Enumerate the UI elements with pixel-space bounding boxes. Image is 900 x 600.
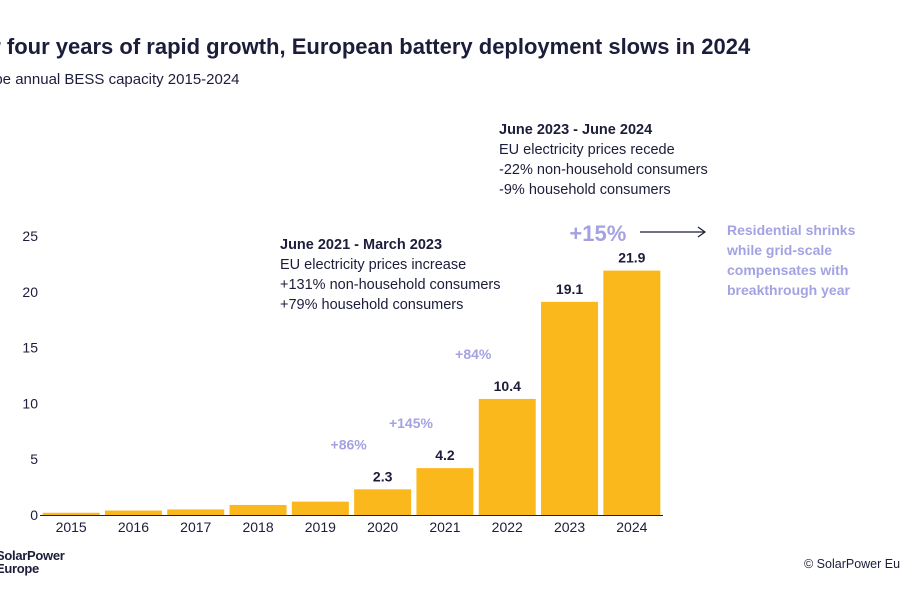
annotation-2023-2024-line: -9% household consumers: [499, 182, 671, 198]
x-tick-label: 2021: [429, 519, 460, 535]
bar: [291, 501, 349, 515]
copyright-notice: © SolarPower Eu: [804, 557, 900, 571]
annotation-2023-2024: June 2023 - June 2024 EU electricity pri…: [499, 120, 708, 200]
x-tick-label: 2023: [554, 519, 585, 535]
data-label: 2.3: [373, 468, 393, 484]
chart-subtitle: ope annual BESS capacity 2015-2024: [0, 71, 240, 88]
bar: [167, 509, 225, 515]
bar: [42, 512, 100, 515]
bar: [478, 398, 536, 515]
annotation-2021-2023-line: +79% household consumers: [280, 297, 464, 313]
logo-line: SolarPower: [0, 548, 65, 563]
residential-side-note: Residential shrinks while grid-scale com…: [727, 222, 856, 298]
arrow-head-icon: [697, 226, 707, 238]
annotation-2021-2023: June 2021 - March 2023 EU electricity pr…: [280, 235, 500, 315]
x-tick-label: 2017: [180, 519, 211, 535]
x-tick-label: 2018: [242, 519, 273, 535]
growth-label: +86%: [331, 436, 368, 452]
bar: [416, 468, 474, 515]
y-tick-label: 0: [30, 507, 38, 523]
y-tick-label: 5: [30, 451, 38, 467]
annotation-2021-2023-heading: June 2021 - March 2023: [280, 237, 443, 253]
annotation-2021-2023-line: EU electricity prices increase: [280, 257, 467, 273]
annotation-2023-2024-line: -22% non-household consumers: [499, 162, 708, 178]
x-tick-label: 2024: [616, 519, 647, 535]
y-tick-label: 25: [22, 228, 38, 244]
y-tick-label: 10: [22, 395, 38, 411]
solarpower-europe-logo: SolarPower Europe: [0, 549, 65, 575]
data-label: 19.1: [556, 281, 583, 297]
data-label: 21.9: [618, 250, 645, 266]
bar: [354, 489, 412, 515]
bar: [104, 510, 162, 515]
bar: [603, 270, 661, 515]
growth-label: +84%: [455, 346, 492, 362]
annotation-2023-2024-line: EU electricity prices recede: [499, 142, 675, 158]
x-tick-label: 2022: [492, 519, 523, 535]
y-tick-label: 20: [22, 284, 38, 300]
bar: [541, 301, 599, 515]
data-label: 4.2: [435, 447, 455, 463]
annotation-2023-2024-heading: June 2023 - June 2024: [499, 122, 653, 138]
y-tick-label: 15: [22, 340, 38, 356]
x-tick-label: 2016: [118, 519, 149, 535]
growth-label: +15%: [569, 221, 626, 246]
logo-line: Europe: [0, 561, 39, 576]
x-tick-label: 2020: [367, 519, 398, 535]
growth-label: +145%: [389, 415, 434, 431]
annotation-2021-2023-line: +131% non-household consumers: [280, 277, 501, 293]
x-tick-label: 2015: [56, 519, 87, 535]
data-label: 10.4: [494, 378, 521, 394]
bar: [229, 504, 287, 515]
chart-title: er four years of rapid growth, European …: [0, 34, 751, 59]
x-tick-label: 2019: [305, 519, 336, 535]
